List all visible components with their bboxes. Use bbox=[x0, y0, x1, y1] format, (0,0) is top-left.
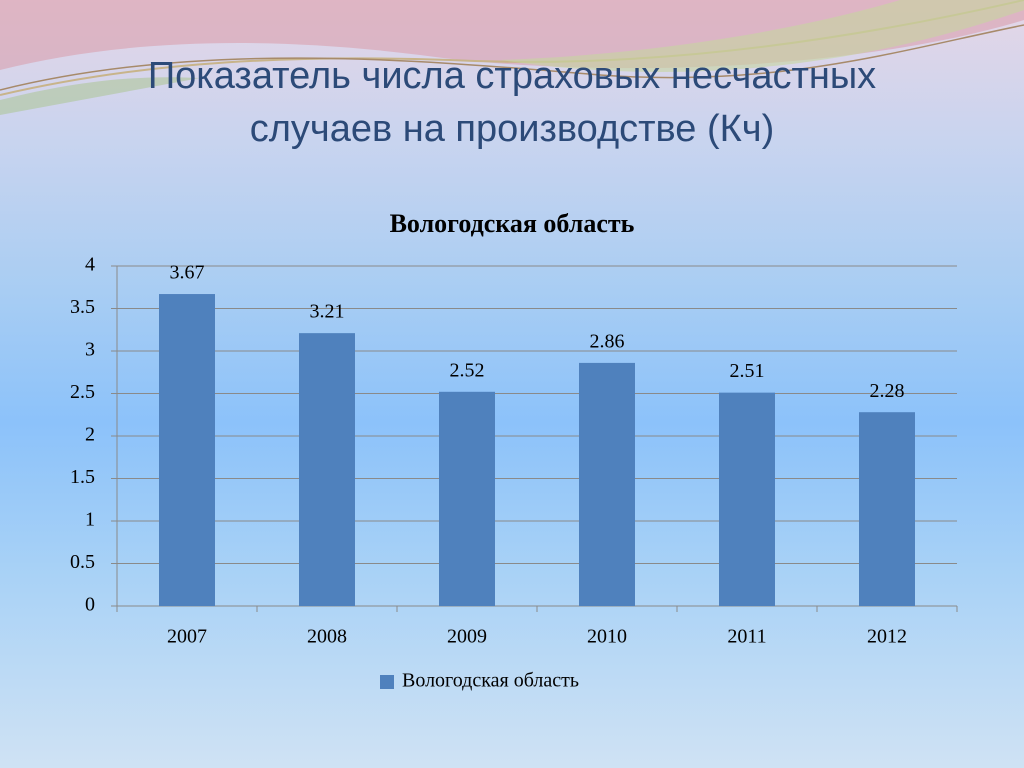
y-tick-label: 0.5 bbox=[70, 551, 95, 573]
bar bbox=[439, 391, 495, 606]
y-tick-label: 2 bbox=[85, 424, 95, 446]
slide-title: Показатель числа страховых несчастных сл… bbox=[147, 55, 877, 150]
bar bbox=[159, 294, 215, 606]
data-label: 3.21 bbox=[310, 301, 345, 323]
bar bbox=[719, 392, 775, 606]
x-tick-label: 2009 bbox=[447, 626, 487, 648]
x-tick-label: 2008 bbox=[307, 626, 347, 648]
y-tick-label: 1.5 bbox=[70, 466, 95, 488]
chart-title: Вологодская область bbox=[390, 209, 635, 238]
y-tick-label: 3 bbox=[85, 339, 95, 361]
legend-label: Вологодская область bbox=[402, 670, 579, 692]
x-tick-label: 2012 bbox=[867, 626, 907, 648]
legend-swatch bbox=[380, 675, 394, 689]
x-tick-label: 2007 bbox=[167, 626, 207, 648]
y-tick-label: 3.5 bbox=[70, 296, 95, 318]
data-label: 2.28 bbox=[870, 380, 905, 402]
x-tick-label: 2011 bbox=[727, 626, 766, 648]
data-label: 3.67 bbox=[170, 262, 205, 284]
data-label: 2.86 bbox=[590, 330, 625, 352]
y-tick-label: 1 bbox=[85, 509, 95, 531]
bar bbox=[579, 362, 635, 606]
y-tick-label: 2.5 bbox=[70, 381, 95, 403]
data-label: 2.51 bbox=[730, 360, 765, 382]
data-label: 2.52 bbox=[450, 359, 485, 381]
bar bbox=[859, 412, 915, 606]
y-tick-label: 0 bbox=[85, 594, 95, 616]
bar bbox=[299, 333, 355, 606]
decoration bbox=[0, 0, 1024, 115]
y-tick-label: 4 bbox=[85, 254, 95, 276]
x-tick-label: 2010 bbox=[587, 626, 627, 648]
